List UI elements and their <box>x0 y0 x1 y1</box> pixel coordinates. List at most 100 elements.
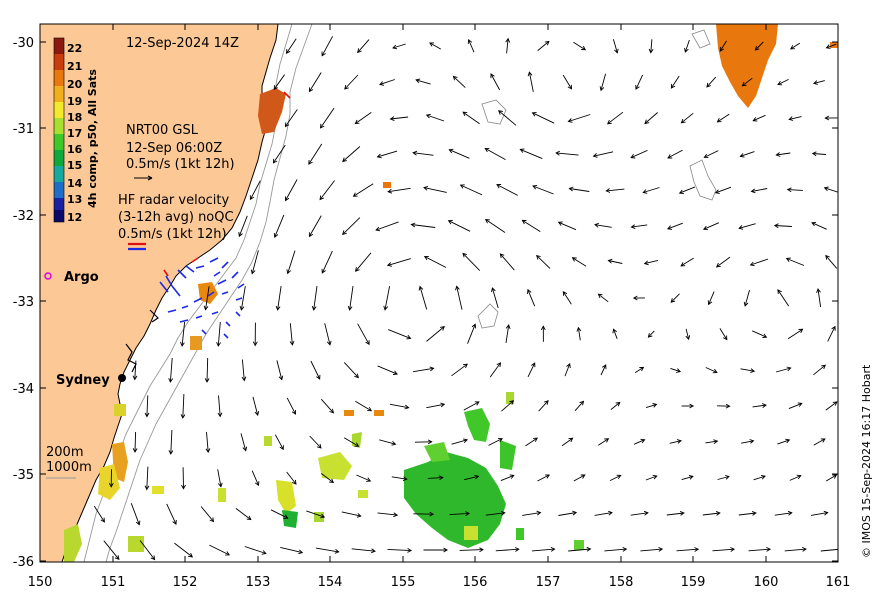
current-arrowhead <box>730 547 736 552</box>
current-arrow <box>384 286 391 310</box>
current-arrowhead <box>787 510 793 516</box>
argo-marker <box>44 272 52 280</box>
current-arrowhead <box>462 111 468 117</box>
current-arrowhead <box>484 218 490 224</box>
current-arrowhead <box>762 403 767 408</box>
current-arrowhead <box>379 81 385 86</box>
sst-patch-mild <box>464 526 478 540</box>
current-arrow <box>426 326 445 342</box>
current-arrow <box>755 41 764 51</box>
gsl-legend-line: NRT00 GSL <box>126 123 199 138</box>
current-arrow <box>273 74 285 90</box>
current-arrow <box>313 286 318 310</box>
current-arrow <box>522 512 541 516</box>
current-arrowhead <box>509 400 515 405</box>
current-arrow <box>537 41 550 51</box>
current-arrow <box>341 511 361 517</box>
current-arrowhead <box>404 404 410 410</box>
current-arrowhead <box>630 224 636 230</box>
sydney-label: Sydney <box>56 373 110 388</box>
colorbar-ticks: 22 21 20 19 18 17 16 15 14 13 12 <box>67 42 83 224</box>
current-arrow <box>645 403 657 409</box>
current-arrowhead <box>354 373 359 379</box>
hf-legend-line: 0.5m/s (1kt 12h) <box>118 227 227 242</box>
current-arrow <box>704 150 719 158</box>
current-arrowhead <box>463 438 468 444</box>
current-arrow <box>240 286 246 310</box>
current-arrow <box>355 112 372 124</box>
current-arrow <box>598 293 609 303</box>
sst-patch-warm <box>190 336 202 350</box>
current-arrow <box>666 512 684 516</box>
y-tick-label: -32 <box>13 209 34 224</box>
current-arrow <box>217 321 221 347</box>
current-arrow <box>489 362 501 378</box>
sst-patch-mild <box>264 436 272 446</box>
current-arrow <box>705 367 718 373</box>
current-arrow <box>810 512 828 516</box>
current-arrow <box>633 439 645 445</box>
current-arrowhead <box>278 375 284 381</box>
current-arrow <box>205 286 210 310</box>
current-arrowhead <box>643 510 649 516</box>
current-arrowhead <box>531 362 536 368</box>
current-arrow <box>388 187 411 193</box>
current-arrowhead <box>667 225 673 230</box>
current-arrow <box>577 327 581 341</box>
current-arrowhead <box>389 116 395 122</box>
current-arrowhead <box>463 363 468 369</box>
current-arrowhead <box>568 186 574 192</box>
current-arrowhead <box>766 546 772 552</box>
current-arrowhead <box>823 510 829 516</box>
current-arrowhead <box>497 110 503 115</box>
current-arrowhead <box>567 84 572 90</box>
current-arrow <box>287 250 296 274</box>
current-arrowhead <box>352 192 358 197</box>
current-arrowhead <box>550 546 556 552</box>
current-arrow <box>606 188 625 192</box>
current-arrow <box>789 116 802 120</box>
current-arrow <box>594 512 613 516</box>
seamount-contour <box>477 303 499 329</box>
current-arrow <box>556 152 579 156</box>
current-arrow <box>525 437 538 447</box>
current-arrow <box>679 186 696 194</box>
current-arrowhead <box>286 269 292 275</box>
current-arrowhead <box>703 153 709 159</box>
current-arrow <box>607 111 624 125</box>
current-arrowhead <box>786 366 792 372</box>
current-arrowhead <box>254 410 260 417</box>
current-arrowhead <box>706 82 711 88</box>
current-arrowhead <box>376 153 382 159</box>
current-arrow <box>594 224 612 228</box>
current-arrowhead <box>132 375 138 381</box>
current-arrow <box>742 77 753 87</box>
current-arrow <box>564 363 571 377</box>
current-arrow <box>315 547 339 553</box>
sst-patch-warm <box>258 88 286 134</box>
current-arrowhead <box>505 324 511 330</box>
sst-patch-mild <box>128 536 144 552</box>
current-arrowhead <box>387 188 393 194</box>
current-arrow <box>573 474 586 482</box>
current-arrow <box>527 289 536 307</box>
current-arrowhead <box>832 474 838 479</box>
gsl-legend-line: 0.5m/s (1kt 12h) <box>126 157 235 172</box>
current-arrow <box>285 179 298 201</box>
current-arrow <box>630 512 648 516</box>
current-arrow <box>426 403 445 409</box>
current-arrowhead <box>354 267 360 272</box>
current-arrow <box>427 477 443 479</box>
current-arrow <box>777 289 790 307</box>
current-arrowhead <box>406 334 412 340</box>
sst-patch-mild <box>358 490 368 498</box>
current-arrowhead <box>519 148 525 153</box>
current-arrowhead <box>749 439 755 444</box>
current-arrowhead <box>308 87 314 93</box>
current-arrowhead <box>423 255 429 261</box>
current-arrowhead <box>777 289 782 295</box>
current-arrow <box>753 475 766 481</box>
current-arrowhead <box>491 287 496 293</box>
current-arrowhead <box>499 253 505 259</box>
current-arrowhead <box>204 378 210 383</box>
